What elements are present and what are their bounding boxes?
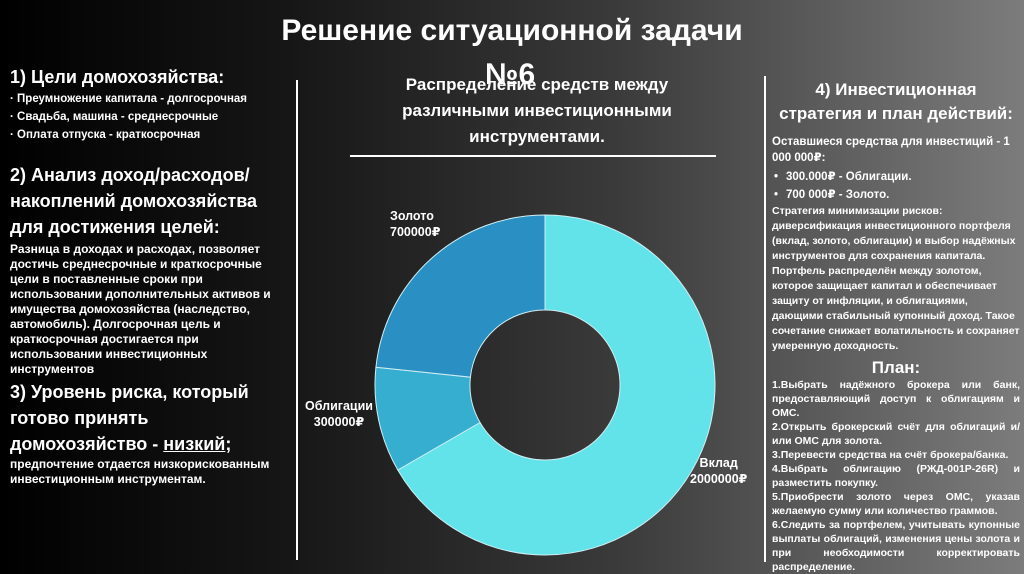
slice-label-bonds: Облигации 300000₽ — [305, 398, 373, 430]
slice-name: Облигации — [305, 399, 373, 413]
plan-step: 2.Открыть брокерский счёт для облигаций … — [772, 421, 1020, 447]
slice-name: Золото — [390, 209, 434, 223]
risk-block: 3) Уровень риска, который готово принять… — [10, 379, 290, 487]
risk-level: низкий — [163, 434, 226, 454]
allocation-item: 700 000₽ - Золото. — [772, 186, 1020, 204]
divider-right — [764, 76, 766, 562]
divider-center — [350, 155, 716, 157]
donut-slice-2 — [375, 214, 546, 378]
goal-item: · Свадьба, машина - среднесрочные — [10, 111, 219, 123]
plan-step: 4.Выбрать облигацию (РЖД-001Р-26R) и раз… — [772, 463, 1020, 489]
goals-title: 1) Цели домохозяйства: — [10, 67, 225, 87]
strategy-title: 4) Инвестиционная стратегия и план дейст… — [779, 80, 1013, 123]
divider-left — [296, 80, 298, 560]
goal-item: · Оплата отпуска - краткосрочная — [10, 129, 201, 141]
plan-step: 5.Приобрести золото через ОМС, указав же… — [772, 491, 1020, 517]
risk-title-prefix: 3) Уровень риска, который готово принять… — [10, 382, 249, 454]
slice-value: 700000₽ — [390, 225, 441, 239]
right-column: 4) Инвестиционная стратегия и план дейст… — [772, 78, 1020, 574]
allocation-list: 300.000₽ - Облигации. 700 000₽ - Золото. — [772, 168, 1020, 204]
plan-step: 3.Перевести средства на счёт брокера/бан… — [772, 449, 1009, 461]
page-title-number: №6 — [485, 58, 536, 91]
donut-slice-0 — [397, 214, 716, 556]
plan-step: 6.Следить за портфелем, учитывать купонн… — [772, 519, 1020, 573]
slice-value: 2000000₽ — [690, 472, 748, 486]
remaining-funds: Оставшиеся средства для инвестиций - 1 0… — [772, 136, 1010, 164]
risk-text: предпочтение отдается низкорискованным и… — [10, 457, 270, 486]
risk-title-suffix: ; — [225, 434, 232, 454]
chart-title: Распределение средств между различными и… — [402, 75, 672, 146]
strategy-text: Стратегия минимизации рисков: диверсифик… — [772, 205, 1020, 352]
slice-label-gold: Золото 700000₽ — [390, 208, 440, 240]
analysis-title: 2) Анализ доход/расходов/накоплений домо… — [10, 165, 258, 237]
risk-title: 3) Уровень риска, который готово принять… — [10, 379, 290, 457]
page-title: Решение ситуационной задачи — [281, 14, 743, 47]
plan-title: План: — [871, 358, 921, 377]
analysis-text: Разница в доходах и расходах, позволяет … — [10, 242, 271, 376]
slice-value: 300000₽ — [313, 415, 365, 429]
allocation-item: 300.000₽ - Облигации. — [772, 168, 1020, 186]
slice-label-deposit: Вклад 2000000₽ — [690, 455, 747, 487]
goals-list: · Преумножение капитала - долгосрочная ·… — [10, 90, 290, 144]
slice-name: Вклад — [699, 456, 738, 470]
goal-item: · Преумножение капитала - долгосрочная — [10, 93, 247, 105]
plan-list: 1.Выбрать надёжного брокера или банк, пр… — [772, 378, 1020, 574]
left-column: 1) Цели домохозяйства: · Преумножение ка… — [10, 66, 290, 487]
plan-step: 1.Выбрать надёжного брокера или банк, пр… — [772, 379, 1020, 419]
